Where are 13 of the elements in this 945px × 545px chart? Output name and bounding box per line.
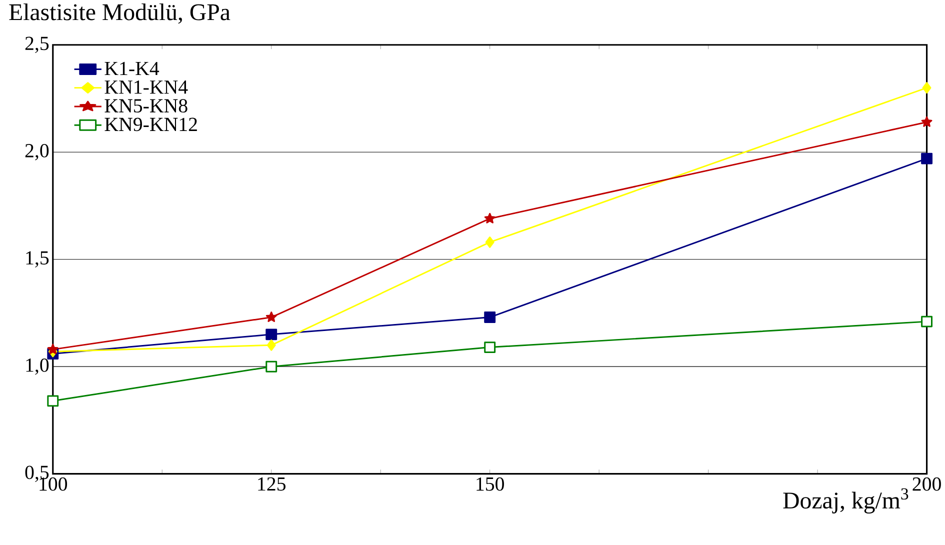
y-axis-title: Elastisite Modülü, GPa (9, 4, 230, 24)
x-tick-label: 200 (912, 478, 941, 491)
x-tick-label: 125 (258, 478, 286, 491)
legend-label: K1-K4 (104, 62, 160, 76)
y-tick-label: 2,0 (25, 144, 49, 160)
y-tick-label: 2,5 (25, 36, 49, 54)
y-tick-label: 1,0 (26, 358, 49, 375)
y-tick-label: 1,5 (26, 251, 49, 268)
x-tick-label: 150 (476, 478, 504, 491)
x-axis-title: Dozaj, kg/m$^{3}$ (783, 488, 908, 514)
legend-label: KN5-KN8 (104, 99, 188, 113)
legend-label: KN1-KN4 (104, 80, 188, 94)
legend-label: KN9-KN12 (104, 118, 197, 132)
